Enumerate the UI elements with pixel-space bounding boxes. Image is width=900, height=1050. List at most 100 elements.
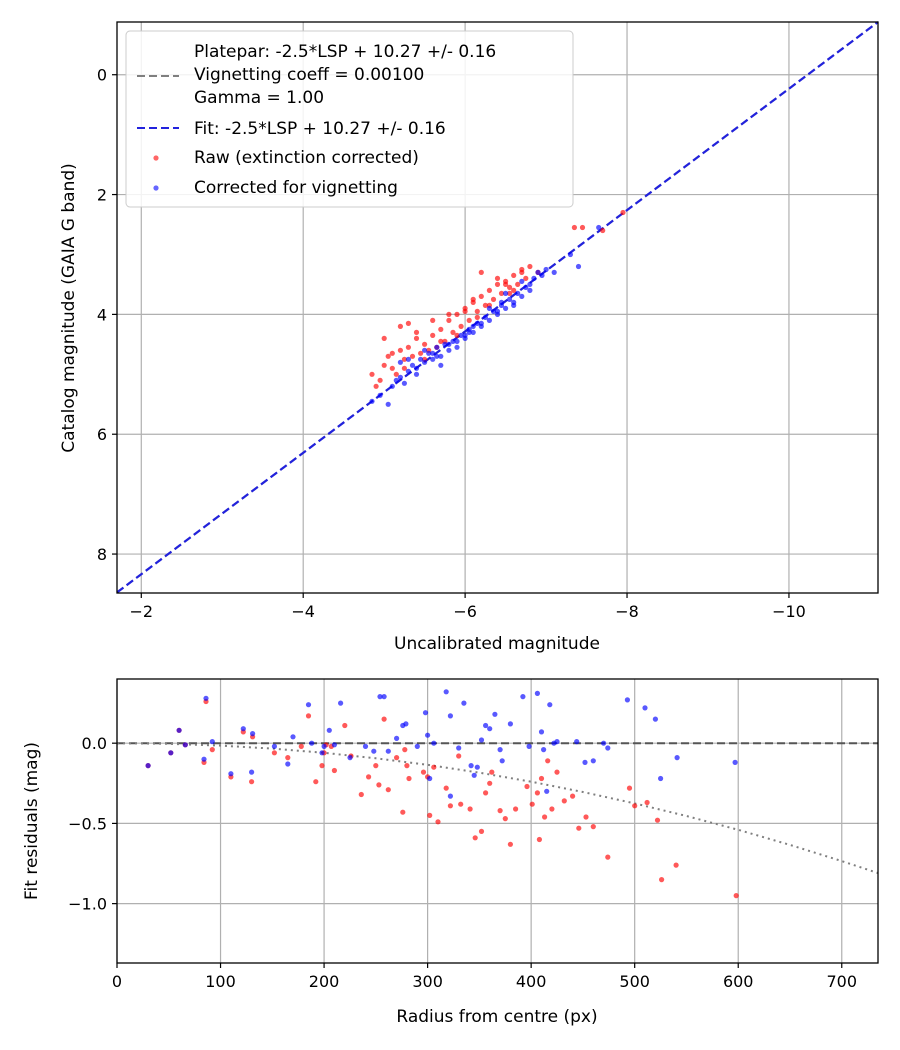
bottom-corrected-point [541, 747, 547, 753]
top-corrected-point [454, 338, 460, 344]
bottom-corrected-point [534, 690, 541, 697]
bottom-raw-point [536, 836, 543, 843]
top-corrected-point [486, 317, 492, 323]
bottom-raw-point [381, 716, 387, 722]
top-corrected-point [413, 365, 420, 371]
legend: Platepar: -2.5*LSP + 10.27 +/- 0.16 Vign… [125, 30, 574, 208]
bottom-raw-point [549, 806, 555, 812]
top-x-tick-label: −4 [291, 602, 315, 621]
bottom-corrected-point [168, 750, 174, 756]
legend-raw-marker [153, 155, 159, 161]
bottom-raw-point [319, 763, 325, 769]
bottom-raw-point [435, 819, 441, 825]
top-y-tick-label: 4 [97, 305, 107, 324]
bottom-corrected-point [507, 721, 513, 727]
bottom-y-tick-label: −0.5 [68, 814, 107, 833]
bottom-raw-point [644, 799, 650, 806]
top-corrected-point [393, 377, 399, 383]
bottom-raw-point [605, 854, 611, 860]
top-corrected-point [482, 314, 488, 320]
top-raw-point [401, 365, 407, 371]
bottom-raw-point [483, 790, 489, 796]
bottom-raw-point [366, 774, 372, 780]
top-corrected-point [458, 332, 464, 338]
bottom-raw-point [456, 753, 462, 759]
top-corrected-point [498, 299, 505, 305]
bottom-corrected-point [371, 748, 377, 754]
top-corrected-point [397, 374, 403, 380]
top-corrected-point [539, 272, 545, 278]
bottom-raw-point [271, 750, 277, 756]
bottom-raw-point [427, 812, 433, 819]
top-corrected-point [515, 290, 521, 296]
bottom-y-tick-label: −1.0 [68, 895, 107, 914]
top-raw-point [422, 341, 428, 347]
bottom-corrected-point [732, 759, 738, 766]
bottom-corrected-point [422, 710, 429, 716]
top-raw-point [446, 311, 452, 317]
legend-raw-label: Raw (extinction corrected) [194, 148, 419, 168]
bottom-raw-point [472, 835, 478, 841]
bottom-vignetting_model-line [116, 742, 879, 875]
bottom-corrected-point [182, 742, 188, 748]
bottom-corrected-point [321, 743, 327, 750]
bottom-corrected-point [331, 742, 337, 748]
bottom-raw-point [331, 767, 337, 774]
bottom-corrected-point [176, 727, 182, 733]
top-ticks: −2 −4 −6 −8 −10 0 2 4 6 8 [97, 66, 806, 621]
top-raw-point [430, 317, 436, 323]
top-corrected-point [397, 359, 403, 365]
bottom-corrected-point [403, 721, 409, 727]
bottom-raw-point [538, 775, 545, 782]
top-corrected-point [422, 347, 428, 353]
top-corrected-point [409, 362, 416, 368]
bottom-corrected-point [414, 743, 420, 750]
bottom-corrected-point [447, 713, 453, 719]
bottom-raw-point [654, 817, 661, 823]
top-corrected-point [369, 398, 375, 404]
top-y-tick-label: 0 [97, 66, 107, 85]
top-corrected-point [422, 359, 428, 365]
bottom-raw-point [478, 828, 485, 835]
top-raw-point [478, 269, 484, 275]
top-raw-point [523, 275, 529, 281]
bottom-raw-point [402, 747, 408, 753]
bottom-raw-point [358, 791, 364, 798]
top-raw-point [454, 311, 460, 317]
bottom-corrected-point [456, 745, 462, 751]
top-lines [116, 21, 879, 594]
top-raw-point [478, 293, 484, 299]
top-raw-point [486, 287, 492, 293]
bottom-corrected-point [385, 748, 391, 754]
top-fit-line [116, 21, 879, 594]
bottom-corrected-point [249, 769, 255, 775]
top-corrected-point [527, 287, 533, 293]
top-raw-point [474, 308, 480, 314]
bottom-corrected-point [240, 726, 246, 732]
bottom-corrected-point [319, 750, 325, 756]
bottom-lines [116, 742, 879, 875]
bottom-raw-point [404, 763, 410, 769]
bottom-raw-point [376, 782, 382, 788]
bottom-x-tick-label: 300 [412, 972, 443, 991]
bottom-x-tick-label: 0 [112, 972, 122, 991]
top-raw-point [438, 338, 444, 344]
bottom-corrected-point [326, 727, 332, 733]
top-raw-point [519, 269, 525, 275]
bottom-raw-point [513, 806, 519, 812]
bottom-corrected-point [228, 771, 234, 777]
bottom-raw-point [534, 790, 541, 796]
top-raw-point [389, 350, 395, 356]
top-corrected-point [430, 356, 436, 362]
bottom-corrected-point [652, 716, 659, 722]
top-corrected-point [575, 263, 582, 270]
bottom-corrected-point [487, 726, 493, 732]
bottom-x-tick-label: 700 [826, 972, 857, 991]
top-y-tick-label: 6 [97, 425, 107, 444]
bottom-corrected-point [478, 737, 485, 743]
top-raw-point [498, 290, 505, 296]
top-corrected-point [527, 281, 533, 287]
bottom-corrected-point [362, 743, 369, 750]
bottom-raw-point [249, 779, 255, 785]
bottom-corrected-point [381, 694, 387, 700]
